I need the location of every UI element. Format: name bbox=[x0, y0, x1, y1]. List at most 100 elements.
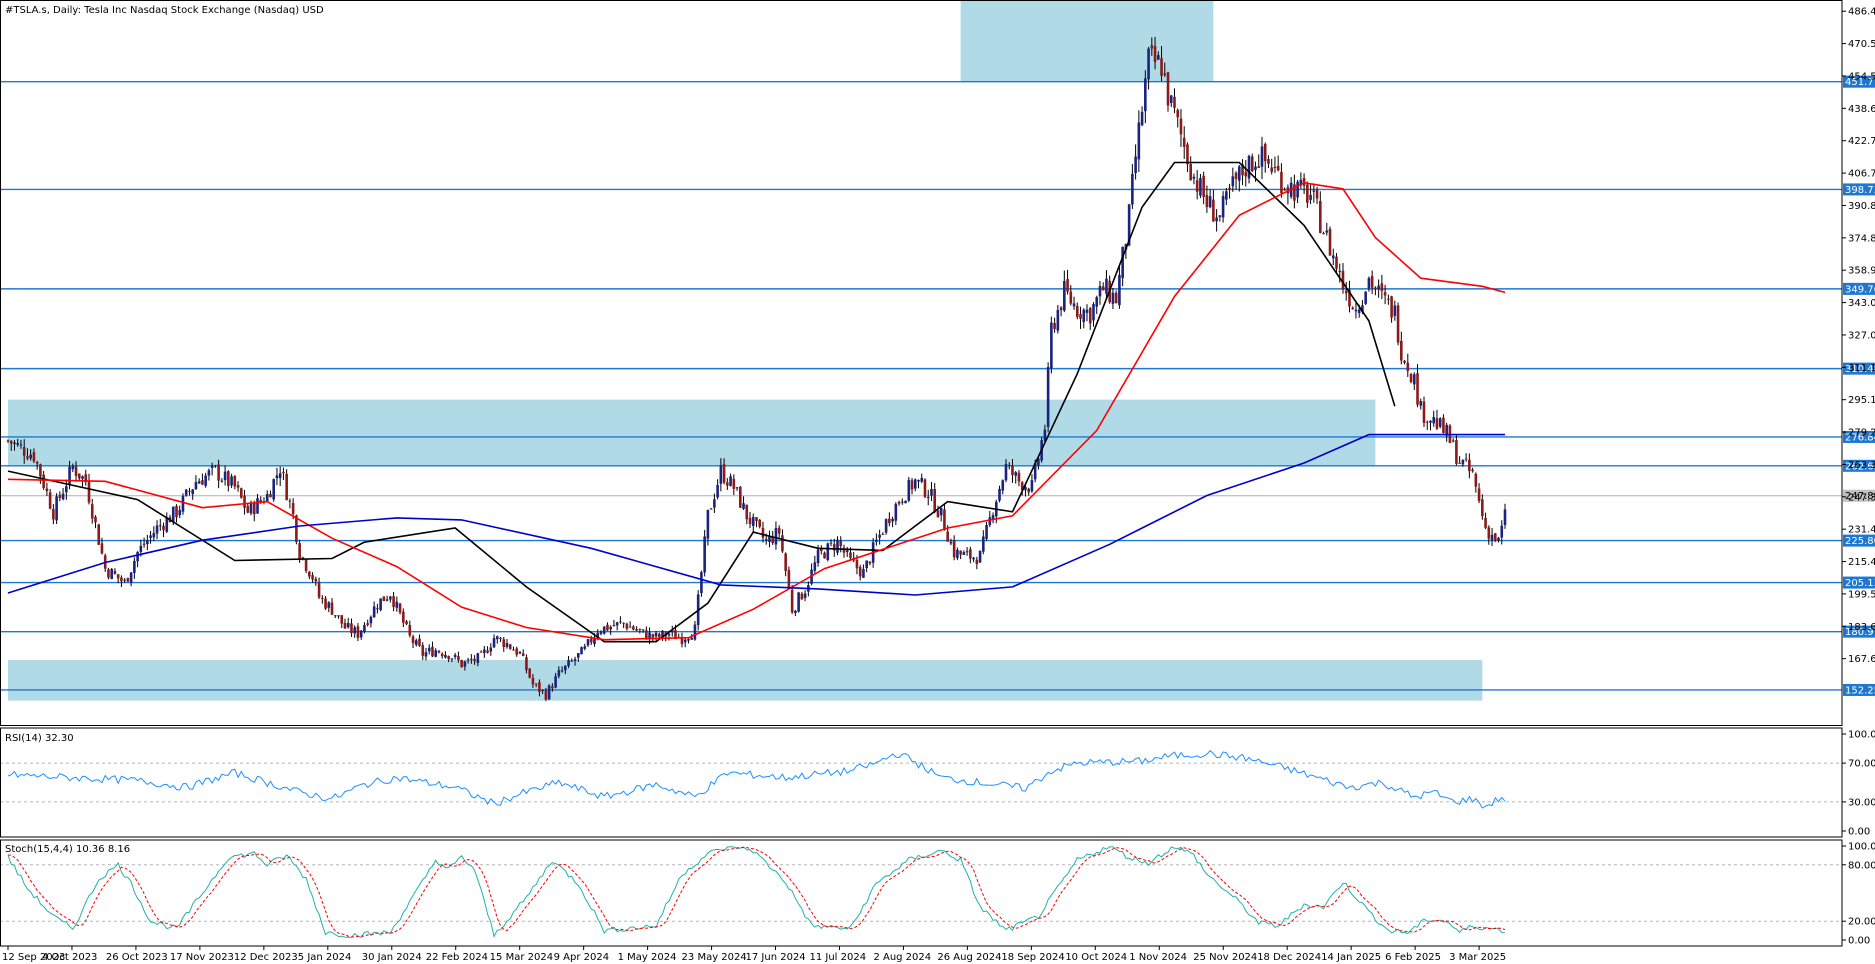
candle-body bbox=[217, 464, 220, 481]
candle-body bbox=[836, 539, 839, 553]
level-tag-text-4: 276.84 bbox=[1845, 432, 1875, 443]
candle-body bbox=[165, 517, 169, 532]
candle-body bbox=[350, 623, 353, 634]
candle-body bbox=[39, 464, 42, 477]
candle-body bbox=[926, 496, 930, 498]
ma-line-0 bbox=[7, 161, 1396, 643]
candle-body bbox=[988, 517, 992, 525]
candle-body bbox=[784, 553, 787, 571]
candle-body bbox=[1189, 163, 1192, 181]
candle-body bbox=[1422, 401, 1426, 423]
candle-body bbox=[518, 652, 522, 654]
candle-body bbox=[26, 456, 29, 459]
panel-tick-label-1: 80.00 bbox=[1848, 860, 1875, 871]
candle-body bbox=[100, 543, 104, 554]
candle-body bbox=[858, 566, 862, 577]
candle-body bbox=[703, 536, 706, 573]
stoch-frame bbox=[0, 839, 1843, 947]
candle-body bbox=[201, 480, 204, 485]
price-tick-label-15: 247.37 bbox=[1848, 492, 1875, 503]
candle-body bbox=[19, 444, 23, 446]
candle-body bbox=[1361, 305, 1364, 312]
candle-body bbox=[1312, 190, 1316, 192]
price-tick-label-11: 311.13 bbox=[1848, 363, 1875, 374]
price-tick-label-3: 438.65 bbox=[1848, 104, 1875, 115]
candle-body bbox=[363, 625, 366, 633]
candle-body bbox=[612, 625, 616, 627]
candle-body bbox=[1134, 156, 1137, 174]
candle-body bbox=[651, 634, 655, 638]
candle-body bbox=[962, 552, 966, 555]
candle-body bbox=[87, 480, 91, 503]
candle-body bbox=[881, 534, 885, 536]
candle-body bbox=[1059, 307, 1063, 311]
candle-body bbox=[1020, 482, 1024, 491]
candle-body bbox=[126, 578, 130, 582]
candle-body bbox=[1406, 362, 1410, 371]
candle-body bbox=[1461, 459, 1465, 465]
candle-body bbox=[654, 632, 658, 637]
candle-body bbox=[1121, 246, 1124, 279]
candle-body bbox=[969, 549, 972, 559]
candle-body bbox=[913, 479, 917, 489]
candle-body bbox=[933, 489, 937, 512]
candle-body bbox=[1163, 73, 1167, 75]
level-tag-7 bbox=[1843, 576, 1875, 589]
candle-body bbox=[431, 646, 434, 657]
candle-body bbox=[324, 598, 327, 609]
candle-body bbox=[570, 660, 574, 662]
candle-body bbox=[680, 636, 684, 644]
date-label-7: 22 Feb 2024 bbox=[426, 952, 488, 963]
panel-tick-label-3: 0.00 bbox=[1848, 936, 1870, 947]
price-tick-label-16: 231.43 bbox=[1848, 525, 1875, 536]
candle-body bbox=[437, 651, 441, 653]
moving-averages bbox=[7, 161, 1506, 643]
candle-body bbox=[447, 656, 450, 660]
candle-body bbox=[77, 473, 81, 479]
candle-body bbox=[1383, 292, 1387, 296]
candle-body bbox=[1225, 191, 1228, 200]
candle-body bbox=[586, 639, 590, 646]
candle-body bbox=[460, 660, 463, 668]
candle-body bbox=[716, 485, 719, 498]
candle-body bbox=[1127, 204, 1131, 246]
candle-body bbox=[499, 638, 502, 640]
candle-body bbox=[1280, 171, 1283, 194]
candle-body bbox=[1335, 256, 1338, 269]
candle-body bbox=[706, 509, 710, 539]
candle-body bbox=[13, 442, 16, 445]
candle-body bbox=[700, 572, 703, 593]
candle-body bbox=[1176, 110, 1180, 118]
candle-body bbox=[1357, 309, 1361, 314]
level-tag-2 bbox=[1843, 282, 1875, 295]
candle-body bbox=[42, 474, 45, 489]
candle-body bbox=[758, 519, 762, 527]
candle-body bbox=[379, 598, 382, 611]
candle-body bbox=[755, 517, 758, 522]
candle-body bbox=[576, 653, 580, 658]
price-axis: 486.47 470.53 454.59 438.65 422.71 406.77 390.… bbox=[1842, 7, 1875, 665]
candle-body bbox=[855, 559, 859, 569]
candle-body bbox=[713, 499, 716, 508]
level-tag-text-8: 180.97 bbox=[1845, 627, 1875, 638]
candle-body bbox=[943, 509, 946, 531]
candle-body bbox=[1464, 458, 1468, 460]
candle-body bbox=[495, 636, 499, 640]
date-label-18: 1 Nov 2024 bbox=[1129, 952, 1187, 963]
candle-body bbox=[311, 575, 314, 580]
candle-body bbox=[667, 633, 671, 636]
candle-body bbox=[949, 541, 953, 544]
candle-body bbox=[210, 465, 214, 468]
candle-body bbox=[1234, 172, 1238, 179]
date-label-3: 17 Nov 2023 bbox=[170, 952, 234, 963]
candle-body bbox=[408, 624, 412, 636]
candle-body bbox=[985, 524, 988, 539]
candle-body bbox=[1296, 181, 1299, 198]
candle-body bbox=[917, 479, 920, 482]
candle-body bbox=[797, 592, 800, 612]
candle-body bbox=[1173, 96, 1176, 108]
candle-body bbox=[1364, 291, 1367, 304]
highlight-zones bbox=[8, 0, 1483, 701]
zone-2 bbox=[8, 660, 1483, 701]
candle-body bbox=[1014, 472, 1018, 476]
